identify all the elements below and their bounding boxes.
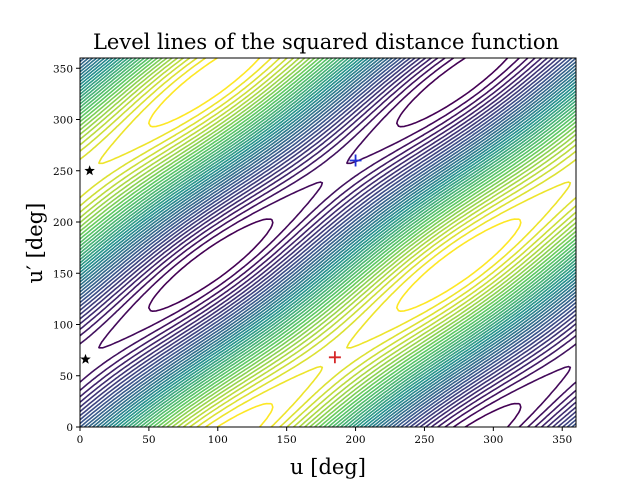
contour-level-20: [80, 58, 576, 427]
y-tick-label: 50: [60, 371, 73, 383]
contour-level-9: [80, 58, 576, 427]
contour-level-19: [80, 58, 576, 427]
contour-level-6: [80, 58, 576, 427]
y-axis-ticks: 0 50 100 150 200 250 300 350: [53, 63, 80, 434]
x-tick-label: 0: [77, 434, 84, 446]
contour-level-23: [80, 58, 576, 427]
contour-level-24: [80, 58, 576, 427]
x-tick-label: 350: [552, 434, 572, 446]
contour-level-16: [80, 58, 576, 427]
x-tick-label: 300: [483, 434, 503, 446]
contour-level-21: [80, 58, 576, 427]
y-tick-label: 150: [53, 268, 73, 280]
star-marker-3: [80, 353, 91, 364]
contour-level-31: [80, 58, 576, 427]
y-tick-label: 100: [53, 320, 73, 332]
y-tick-label: 200: [53, 217, 73, 229]
x-tick-label: 50: [142, 434, 155, 446]
x-axis-label: u [deg]: [290, 455, 366, 479]
contour-level-13: [80, 58, 576, 427]
y-tick-label: 350: [53, 63, 73, 75]
chart-title: Level lines of the squared distance func…: [93, 30, 559, 54]
x-tick-label: 150: [277, 434, 297, 446]
contour-level-5: [80, 58, 576, 427]
x-axis-ticks: 0 50 100 150 200 250 300 350: [77, 427, 572, 446]
contour-level-22: [80, 58, 576, 427]
contour-level-10: [80, 58, 576, 427]
contour-level-18: [80, 58, 576, 427]
y-axis-label: u′ [deg]: [23, 203, 47, 284]
y-tick-label: 250: [53, 166, 73, 178]
contour-level-36: [80, 58, 576, 427]
y-tick-label: 0: [66, 422, 73, 434]
contour-level-12: [80, 58, 576, 427]
contour-level-35: [80, 58, 576, 427]
contour-level-32: [80, 58, 576, 427]
plus-marker-1: [349, 154, 362, 167]
contour-lines: [80, 58, 576, 427]
contour-level-30: [80, 58, 576, 427]
contour-level-7: [80, 58, 576, 427]
x-tick-label: 250: [414, 434, 434, 446]
contour-level-17: [80, 58, 576, 427]
star-marker-2: [84, 165, 95, 176]
plus-marker-0: [328, 351, 341, 364]
markers: [80, 154, 362, 364]
x-tick-label: 100: [208, 434, 228, 446]
contour-level-34: [80, 58, 576, 427]
contour-level-14: [80, 58, 576, 427]
y-tick-label: 300: [53, 115, 73, 127]
contour-level-15: [80, 58, 576, 427]
contour-level-11: [80, 58, 576, 427]
plot-frame: [79, 57, 577, 428]
x-tick-label: 200: [346, 434, 366, 446]
contour-level-29: [80, 58, 576, 427]
